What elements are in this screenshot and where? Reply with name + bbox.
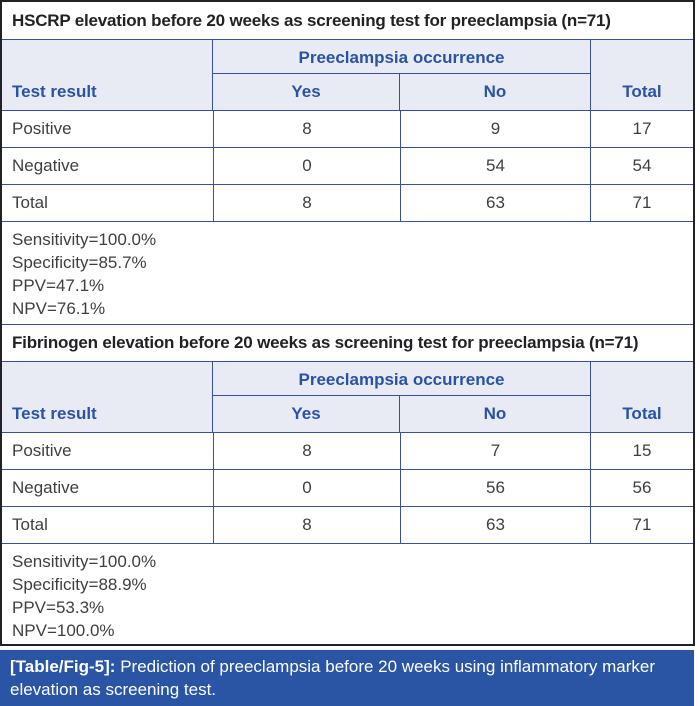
cell-no: 56	[400, 470, 590, 506]
cell-no: 63	[400, 507, 590, 543]
table-row-negative: Negative 0 56 56	[2, 469, 693, 506]
cell-total: 56	[590, 470, 693, 506]
fibrinogen-table-header: Test result Preeclampsia occurrence Yes …	[2, 361, 693, 432]
fibrinogen-table-title: Fibrinogen elevation before 20 weeks as …	[2, 324, 693, 361]
sensitivity-value: Sensitivity=100.0%	[12, 230, 157, 249]
specificity-value: Specificity=88.9%	[12, 575, 147, 594]
fibrinogen-stats-block: Sensitivity=100.0% Specificity=88.9% PPV…	[2, 543, 693, 644]
npv-value: NPV=76.1%	[12, 299, 106, 318]
row-label: Positive	[12, 441, 72, 460]
no-column-header: No	[483, 404, 507, 423]
cell-total: 71	[590, 507, 693, 543]
row-label: Total	[12, 193, 48, 212]
row-label: Positive	[12, 119, 72, 138]
caption-label: [Table/Fig-5]:	[10, 657, 116, 676]
table-row-negative: Negative 0 54 54	[2, 147, 693, 184]
hscrp-table-title: HSCRP elevation before 20 weeks as scree…	[2, 2, 693, 39]
sensitivity-value: Sensitivity=100.0%	[12, 552, 157, 571]
fibrinogen-table: Fibrinogen elevation before 20 weeks as …	[2, 324, 693, 644]
test-result-header: Test result	[2, 362, 213, 432]
cell-total: 17	[590, 111, 693, 147]
table-row-positive: Positive 8 7 15	[2, 432, 693, 469]
cell-yes: 8	[213, 111, 400, 147]
cell-no: 54	[400, 148, 590, 184]
cell-yes: 8	[213, 507, 400, 543]
preeclampsia-occurrence-header: Preeclampsia occurrence	[213, 362, 590, 396]
row-label: Total	[12, 515, 48, 534]
table-row-total: Total 8 63 71	[2, 184, 693, 221]
cell-yes: 8	[213, 185, 400, 221]
cell-yes: 8	[213, 433, 400, 469]
specificity-value: Specificity=85.7%	[12, 253, 147, 272]
cell-yes: 0	[213, 470, 400, 506]
preeclampsia-occurrence-header: Preeclampsia occurrence	[213, 40, 590, 74]
no-column-header: No	[483, 82, 507, 101]
row-label: Negative	[12, 478, 80, 497]
hscrp-table-header: Test result Preeclampsia occurrence Yes …	[2, 39, 693, 110]
yes-column-header: Yes	[213, 74, 400, 110]
cell-total: 71	[590, 185, 693, 221]
cell-total: 54	[590, 148, 693, 184]
row-label: Negative	[12, 156, 80, 175]
cell-yes: 0	[213, 148, 400, 184]
cell-no: 7	[400, 433, 590, 469]
table-row-total: Total 8 63 71	[2, 506, 693, 543]
test-result-header: Test result	[2, 40, 213, 110]
cell-total: 15	[590, 433, 693, 469]
hscrp-stats-block: Sensitivity=100.0% Specificity=85.7% PPV…	[2, 221, 693, 324]
hscrp-table: HSCRP elevation before 20 weeks as scree…	[2, 2, 693, 324]
figure-caption: [Table/Fig-5]: Prediction of preeclampsi…	[0, 650, 694, 706]
total-column-header: Total	[590, 40, 693, 110]
cell-no: 9	[400, 111, 590, 147]
table-row-positive: Positive 8 9 17	[2, 110, 693, 147]
yes-column-header: Yes	[213, 396, 400, 432]
contingency-tables-block: HSCRP elevation before 20 weeks as scree…	[0, 0, 695, 646]
ppv-value: PPV=53.3%	[12, 598, 105, 617]
caption-text: Prediction of preeclampsia before 20 wee…	[10, 657, 655, 699]
ppv-value: PPV=47.1%	[12, 276, 105, 295]
cell-no: 63	[400, 185, 590, 221]
total-column-header: Total	[590, 362, 693, 432]
npv-value: NPV=100.0%	[12, 621, 115, 640]
